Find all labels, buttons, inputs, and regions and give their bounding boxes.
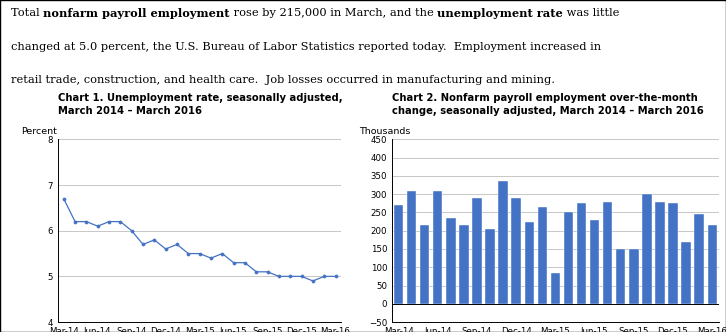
Bar (551, 273, 560, 304)
Text: rose by 215,000 in March, and the: rose by 215,000 in March, and the (229, 8, 437, 18)
Bar (394, 205, 403, 304)
Bar (499, 182, 507, 304)
Bar (656, 202, 664, 304)
Text: Thousands: Thousands (359, 127, 411, 136)
Text: Chart 2. Nonfarm payroll employment over-the-month
change, seasonally adjusted, : Chart 2. Nonfarm payroll employment over… (392, 93, 703, 116)
Bar (603, 202, 612, 304)
Bar (446, 218, 455, 304)
Text: Chart 1. Unemployment rate, seasonally adjusted,
March 2014 – March 2016: Chart 1. Unemployment rate, seasonally a… (58, 93, 343, 116)
Bar (538, 207, 547, 304)
Bar (695, 214, 703, 304)
Text: unemployment rate: unemployment rate (437, 8, 563, 19)
Text: changed at 5.0 percent, the U.S. Bureau of Labor Statistics reported today.  Emp: changed at 5.0 percent, the U.S. Bureau … (11, 42, 601, 51)
Bar (420, 225, 429, 304)
Bar (590, 220, 599, 304)
Bar (577, 203, 586, 304)
Bar (486, 229, 494, 304)
Bar (708, 225, 717, 304)
Text: Total: Total (11, 8, 43, 18)
Text: Percent: Percent (21, 127, 57, 136)
Text: was little: was little (563, 8, 619, 18)
Bar (669, 203, 677, 304)
Bar (616, 249, 625, 304)
Text: nonfarm payroll employment: nonfarm payroll employment (43, 8, 229, 19)
Bar (433, 191, 442, 304)
Bar (473, 198, 481, 304)
Bar (682, 242, 690, 304)
Bar (643, 194, 651, 304)
Bar (512, 198, 521, 304)
Bar (460, 225, 468, 304)
Text: retail trade, construction, and health care.  Job losses occurred in manufacturi: retail trade, construction, and health c… (11, 75, 555, 85)
Bar (629, 249, 638, 304)
Bar (525, 222, 534, 304)
Bar (564, 212, 573, 304)
Bar (407, 191, 416, 304)
